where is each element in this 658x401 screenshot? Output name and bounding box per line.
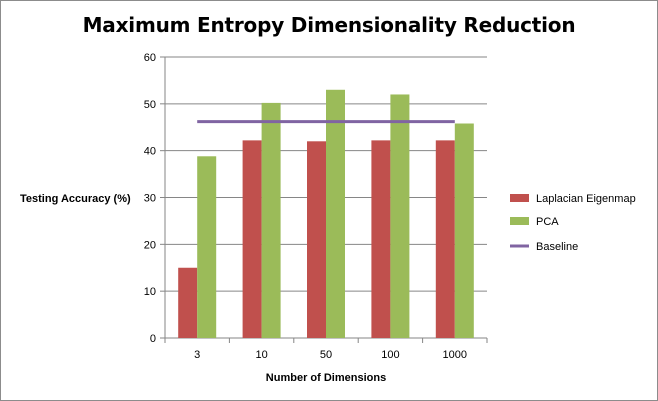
y-tick-label: 40 bbox=[144, 146, 156, 158]
y-tick-label: 20 bbox=[144, 239, 156, 251]
bar-pca bbox=[261, 102, 281, 338]
y-axis-title: Testing Accuracy (%) bbox=[20, 193, 131, 205]
bar-laplacian-eigenmap bbox=[178, 267, 198, 338]
legend-label-laplacian-eigenmap: Laplacian Eigenmap bbox=[536, 193, 636, 205]
bar-pca bbox=[197, 156, 217, 338]
bar-laplacian-eigenmap bbox=[242, 140, 262, 338]
legend-label-baseline: Baseline bbox=[536, 241, 578, 253]
bar-laplacian-eigenmap bbox=[307, 141, 326, 338]
x-tick-label: 100 bbox=[381, 349, 399, 361]
x-tick-label: 1000 bbox=[443, 349, 467, 361]
bar-laplacian-eigenmap bbox=[435, 140, 455, 338]
legend-label-pca: PCA bbox=[536, 216, 559, 228]
y-tick-label: 0 bbox=[150, 333, 156, 345]
bar-laplacian-eigenmap bbox=[371, 140, 391, 338]
bar-pca bbox=[326, 89, 345, 339]
y-tick-label: 30 bbox=[144, 193, 156, 205]
x-tick-label: 10 bbox=[255, 349, 267, 361]
chart-title: Maximum Entropy Dimensionality Reduction bbox=[82, 13, 576, 37]
legend-swatch-laplacian-eigenmap bbox=[510, 194, 529, 202]
x-tick-label: 50 bbox=[320, 349, 332, 361]
y-tick-label: 50 bbox=[144, 99, 156, 111]
bar-pca bbox=[390, 94, 410, 338]
y-tick-label: 60 bbox=[144, 52, 156, 64]
bar-pca bbox=[454, 123, 474, 339]
x-axis-title: Number of Dimensions bbox=[266, 372, 386, 384]
y-tick-label: 10 bbox=[144, 286, 156, 298]
x-tick-label: 3 bbox=[194, 349, 200, 361]
legend-swatch-pca bbox=[510, 217, 529, 225]
